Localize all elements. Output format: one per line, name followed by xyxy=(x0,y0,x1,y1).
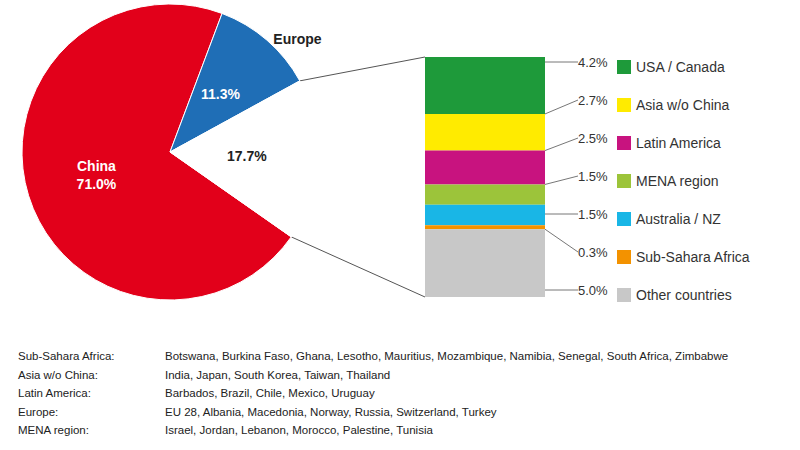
svg-text:EU 28, Albania, Macedonia, Nor: EU 28, Albania, Macedonia, Norway, Russi… xyxy=(165,406,497,418)
svg-text:Europe:: Europe: xyxy=(18,406,58,418)
svg-text:MENA region: MENA region xyxy=(636,173,718,189)
svg-text:17.7%: 17.7% xyxy=(227,148,267,164)
svg-text:Latin America: Latin America xyxy=(636,135,721,151)
svg-text:Botswana, Burkina Faso, Ghana,: Botswana, Burkina Faso, Ghana, Lesotho, … xyxy=(165,350,728,362)
svg-text:USA / Canada: USA / Canada xyxy=(636,59,725,75)
svg-text:2.5%: 2.5% xyxy=(578,131,608,146)
svg-text:Barbados, Brazil, Chile, Mexic: Barbados, Brazil, Chile, Mexico, Uruguay xyxy=(165,387,375,399)
svg-text:Asia w/o China: Asia w/o China xyxy=(636,97,730,113)
svg-text:4.2%: 4.2% xyxy=(578,55,608,70)
svg-text:Asia w/o China:: Asia w/o China: xyxy=(18,369,98,381)
svg-text:11.3%: 11.3% xyxy=(201,86,240,102)
svg-text:2.7%: 2.7% xyxy=(578,93,608,108)
svg-text:China: China xyxy=(77,158,116,174)
svg-text:Latin America:: Latin America: xyxy=(18,387,91,399)
svg-text:Australia / NZ: Australia / NZ xyxy=(636,211,721,227)
svg-text:Israel, Jordan, Lebanon, Moroc: Israel, Jordan, Lebanon, Morocco, Palest… xyxy=(165,424,433,436)
svg-text:Other countries: Other countries xyxy=(636,287,732,303)
svg-text:Sub-Sahara Africa:: Sub-Sahara Africa: xyxy=(18,350,115,362)
svg-text:India, Japan, South Korea, Tai: India, Japan, South Korea, Taiwan, Thail… xyxy=(165,369,390,381)
svg-text:MENA region:: MENA region: xyxy=(18,424,89,436)
svg-text:Europe: Europe xyxy=(273,31,321,47)
svg-text:5.0%: 5.0% xyxy=(578,283,608,298)
svg-text:0.3%: 0.3% xyxy=(578,245,608,260)
svg-text:1.5%: 1.5% xyxy=(578,169,608,184)
svg-text:71.0%: 71.0% xyxy=(77,176,117,192)
svg-text:1.5%: 1.5% xyxy=(578,207,608,222)
svg-text:Sub-Sahara Africa: Sub-Sahara Africa xyxy=(636,249,750,265)
